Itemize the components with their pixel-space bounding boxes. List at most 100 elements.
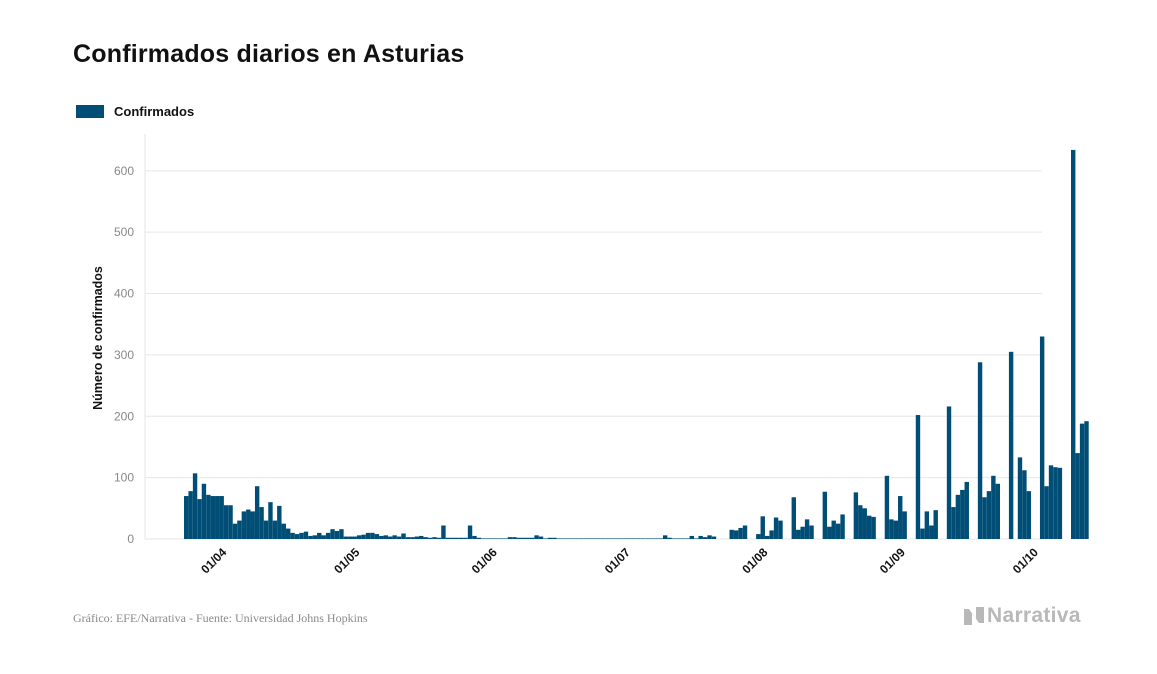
bar [383, 535, 388, 539]
x-tick-label: 01/06 [469, 545, 500, 576]
x-axis-ticks: 01/04 01/05 01/06 01/07 01/08 01/09 01/10 [198, 545, 1041, 576]
bar [254, 486, 260, 539]
bar [791, 497, 796, 539]
bar [441, 525, 446, 539]
bar [512, 537, 517, 539]
bar [685, 538, 690, 539]
bar [623, 538, 628, 539]
bar [804, 519, 810, 539]
bar [250, 511, 255, 539]
bar [853, 492, 859, 539]
bar [827, 526, 832, 539]
bar [246, 509, 251, 539]
bar [521, 537, 526, 539]
bar [445, 537, 451, 539]
y-tick-label: 300 [114, 348, 134, 362]
bar [898, 496, 903, 539]
bar [946, 406, 952, 539]
bar [525, 537, 530, 539]
bar [419, 535, 424, 539]
narrativa-logo-icon [964, 607, 984, 625]
bar [1053, 467, 1058, 539]
bar [1008, 351, 1014, 539]
bar [259, 507, 264, 539]
bar [552, 537, 557, 539]
bar [334, 531, 340, 539]
bar [733, 530, 739, 539]
bar [915, 415, 921, 539]
bar [809, 525, 814, 539]
bar [339, 529, 344, 539]
bar [325, 532, 331, 539]
bar [534, 535, 539, 539]
bar [348, 536, 353, 539]
bar [498, 538, 504, 539]
bar [831, 520, 836, 539]
y-axis-label: Número de confirmados [91, 266, 105, 410]
bar [920, 528, 925, 539]
bar [503, 538, 508, 539]
bar [929, 525, 934, 539]
bar [268, 502, 273, 539]
bar [1075, 453, 1080, 539]
bar [835, 523, 841, 539]
bar [210, 496, 216, 539]
legend: Confirmados [76, 104, 194, 119]
bar [995, 483, 1000, 539]
bar [587, 538, 592, 539]
bar [476, 537, 482, 539]
bar [472, 535, 477, 539]
bar [560, 538, 566, 539]
bar [667, 537, 672, 539]
bar [286, 528, 291, 539]
bar [773, 517, 779, 539]
bar [281, 523, 286, 539]
y-tick-label: 100 [114, 471, 134, 485]
bar [192, 473, 198, 539]
bar [299, 532, 304, 539]
bar [1044, 486, 1049, 539]
bar [405, 537, 411, 539]
bar [467, 525, 473, 539]
bar [960, 489, 965, 539]
bar [206, 494, 211, 539]
bar [769, 530, 774, 539]
bar [538, 536, 544, 539]
bar [618, 538, 624, 539]
bar [374, 534, 380, 539]
bar [742, 525, 748, 539]
y-tick-label: 0 [127, 532, 134, 546]
bar [964, 481, 969, 539]
bar [640, 538, 646, 539]
bar [680, 538, 686, 539]
bar [197, 499, 202, 539]
bar [516, 537, 522, 539]
bar [321, 535, 326, 539]
bar [1048, 465, 1054, 539]
bar [303, 531, 309, 539]
bar [1071, 149, 1076, 539]
bar [201, 483, 207, 539]
bar [277, 505, 282, 539]
bar [556, 538, 561, 539]
bar [596, 538, 601, 539]
bar [1084, 421, 1089, 539]
bar [605, 538, 610, 539]
bar [893, 520, 898, 539]
bar [290, 532, 295, 539]
bar [312, 535, 318, 539]
bar [272, 520, 278, 539]
bar [379, 535, 384, 539]
bar [707, 535, 712, 539]
bar [658, 538, 663, 539]
y-tick-label: 200 [114, 409, 134, 423]
bar-series [184, 149, 1089, 539]
bar [645, 538, 650, 539]
bar [308, 535, 313, 539]
bar [698, 535, 703, 539]
bar [184, 496, 189, 539]
bar [361, 534, 366, 539]
bar [1039, 336, 1045, 539]
bar [662, 535, 668, 539]
